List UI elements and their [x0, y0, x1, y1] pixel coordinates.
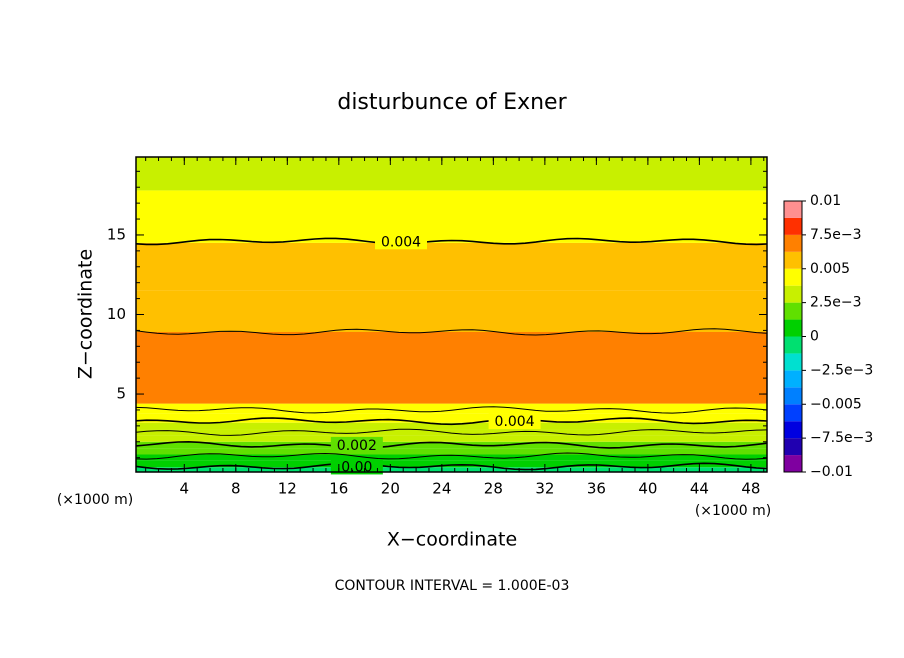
- colorbar-swatch: [784, 370, 802, 388]
- contour-line: [135, 440, 768, 449]
- x-tick-label: 4: [180, 480, 190, 498]
- x-axis-label: X−coordinate: [387, 529, 517, 551]
- colorbar-tick-label: −7.5e−3: [810, 430, 873, 446]
- contour-fill-band: [136, 460, 767, 468]
- x-tick-label: 44: [690, 480, 709, 498]
- contour-fill-band: [136, 413, 767, 423]
- contour-label-bg: [375, 233, 428, 250]
- colorbar-tick-label: 7.5e−3: [810, 227, 862, 243]
- x-unit-label: (×1000 m): [57, 492, 133, 508]
- x-tick-label: 40: [638, 480, 657, 498]
- contour-fill-band: [136, 190, 767, 243]
- contour-fill-band: [136, 435, 767, 442]
- colorbar-swatch: [784, 217, 802, 235]
- contour-line: [135, 328, 768, 336]
- colorbar-swatch: [784, 455, 802, 472]
- colorbar-swatch: [784, 251, 802, 269]
- footer-note: CONTOUR INTERVAL = 1.000E-03: [335, 578, 570, 594]
- colorbar-tick-label: −0.005: [810, 396, 862, 412]
- contour-label-bg: [488, 413, 541, 430]
- x-tick-label: 32: [535, 480, 554, 498]
- contour-fill-band: [136, 403, 767, 414]
- contour-label-bg: [330, 436, 383, 453]
- contour-fill-band: [136, 242, 767, 291]
- colorbar-tick-label: 2.5e−3: [810, 295, 862, 311]
- x-tick-label: 48: [741, 480, 760, 498]
- colorbar-swatch: [784, 201, 802, 218]
- y-tick-label: 5: [116, 385, 126, 403]
- contour-line: [135, 237, 768, 246]
- contour-line: [135, 452, 768, 460]
- chart-title: disturbunce of Exner: [337, 90, 567, 115]
- contour-fill-band: [136, 467, 767, 472]
- y-tick-label: 15: [107, 225, 126, 243]
- x-unit-label: (×1000 m): [695, 503, 771, 519]
- x-tick-label: 16: [329, 480, 348, 498]
- y-tick-label: 10: [107, 305, 126, 323]
- x-tick-label: 8: [231, 480, 241, 498]
- contour-label: 0.00: [341, 459, 372, 475]
- colorbar-swatch: [784, 268, 802, 286]
- contour-fill-band: [136, 422, 767, 430]
- contour-fill-band: [136, 441, 767, 449]
- x-tick-label: 24: [432, 480, 451, 498]
- colorbar-swatch: [784, 421, 802, 439]
- contour-line: [135, 417, 768, 426]
- x-tick-label: 20: [381, 480, 400, 498]
- contour-fill-band: [136, 157, 767, 191]
- contour-line: [135, 406, 768, 414]
- x-tick-label: 28: [484, 480, 503, 498]
- colorbar-swatch: [784, 404, 802, 422]
- colorbar-swatch: [784, 336, 802, 354]
- colorbar-swatch: [784, 353, 802, 371]
- x-tick-label: 36: [587, 480, 606, 498]
- colorbar-swatch: [784, 234, 802, 252]
- colorbar-swatch: [784, 387, 802, 405]
- contour-label: 0.002: [337, 438, 377, 454]
- colorbar-swatch: [784, 302, 802, 320]
- contour-fill-band: [136, 448, 767, 455]
- x-tick-label: 12: [278, 480, 297, 498]
- contour-fill-band: [136, 290, 767, 332]
- colorbar-tick-label: −2.5e−3: [810, 362, 873, 378]
- colorbar-tick-label: 0.005: [810, 261, 850, 277]
- colorbar-swatch: [784, 319, 802, 337]
- contour-fill-band: [136, 429, 767, 436]
- colorbar: 0.01 7.5e−3 0.005 2.5e−3 0 −2.5e−3 −0.005 −7.5e…: [783, 193, 873, 480]
- y-axis-label: Z−coordinate: [75, 249, 97, 379]
- contour-line: [135, 462, 768, 471]
- colorbar-tick-label: −0.01: [810, 464, 853, 480]
- contour-line: [135, 428, 768, 436]
- contour-fill-band: [136, 332, 767, 404]
- contour-label: 0.004: [381, 234, 421, 250]
- colorbar-swatch: [784, 438, 802, 456]
- contour-label-bg: [330, 458, 383, 475]
- colorbar-swatch: [784, 285, 802, 303]
- colorbar-tick-label: 0.01: [810, 193, 841, 209]
- colorbar-tick-label: 0: [810, 329, 819, 345]
- contour-fill-band: [136, 454, 767, 461]
- contour-label: 0.004: [495, 414, 535, 430]
